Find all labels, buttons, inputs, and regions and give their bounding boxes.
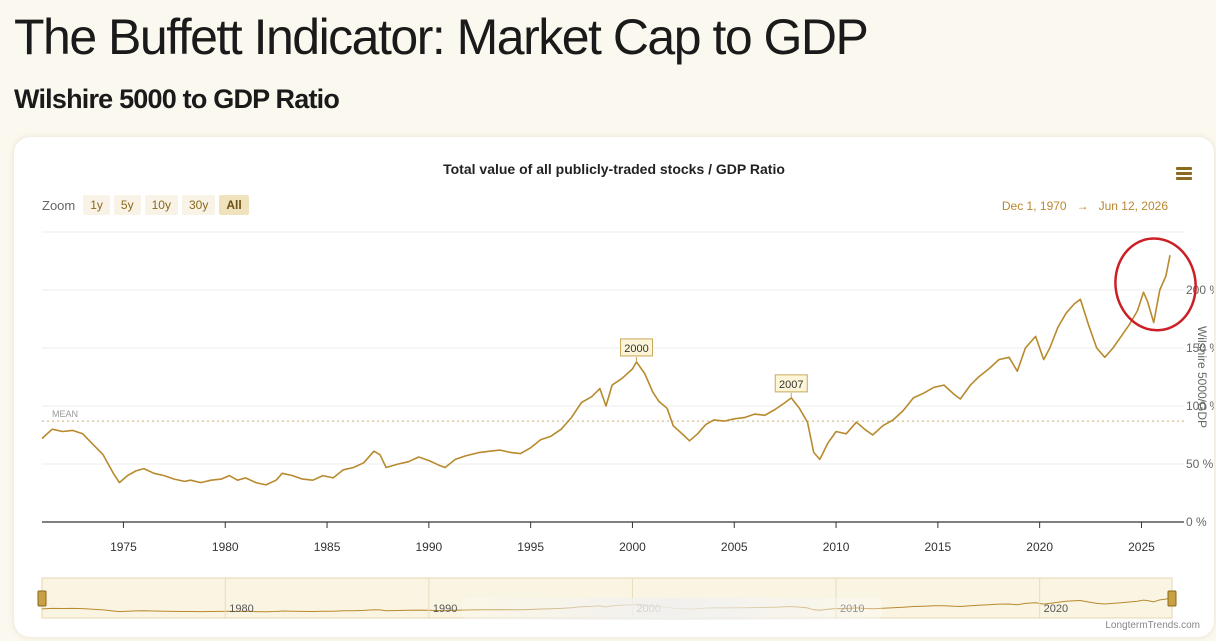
- zoom-all-button[interactable]: All: [219, 195, 249, 215]
- chart-svg: 0 % 50 % 100 % 150 % 200 % Wilshire 5000/GDP 1…: [37, 231, 1214, 619]
- x-tick-label: 2000: [619, 540, 646, 554]
- x-tick-label: 1990: [415, 540, 442, 554]
- x-tick-label: 2020: [1026, 540, 1053, 554]
- x-tick-label: 1985: [314, 540, 341, 554]
- x-tick-label: 2025: [1128, 540, 1155, 554]
- mean-label: MEAN: [52, 409, 78, 419]
- zoom-10y-button[interactable]: 10y: [144, 195, 178, 215]
- chart-title: Total value of all publicly-traded stock…: [443, 161, 785, 177]
- x-tick-label: 2010: [823, 540, 850, 554]
- x-tick-label: 1975: [110, 540, 137, 554]
- y-tick-label: 50 %: [1186, 457, 1214, 471]
- navigator-scrollbar[interactable]: [462, 598, 882, 620]
- credits-link[interactable]: LongtermTrends.com: [1105, 620, 1200, 631]
- y-tick-label: 150 %: [1186, 341, 1214, 355]
- annotation-label: 2007: [779, 379, 803, 391]
- series-line: [41, 255, 1171, 486]
- zoom-label: Zoom: [42, 197, 76, 213]
- navigator-tick-label: 2020: [1044, 603, 1068, 615]
- navigator-right-handle[interactable]: [1167, 590, 1177, 607]
- date-from[interactable]: Dec 1, 1970: [1001, 199, 1067, 213]
- hamburger-menu-icon[interactable]: [1176, 167, 1192, 180]
- annotation-box: [620, 338, 654, 357]
- date-to[interactable]: Jun 12, 2026: [1098, 199, 1168, 213]
- zoom-1y-button[interactable]: 1y: [83, 195, 110, 215]
- annotation-label: 2000: [624, 343, 648, 355]
- chart-card: Total value of all publicly-traded stock…: [14, 137, 1214, 637]
- highlight-circle: [1114, 237, 1197, 332]
- x-tick-label: 2015: [925, 540, 952, 554]
- page-title: The Buffett Indicator: Market Cap to GDP: [14, 9, 869, 65]
- date-range[interactable]: Dec 1, 1970 → Jun 12, 2026: [1002, 199, 1168, 213]
- zoom-bar: Zoom 1y 5y 10y 30y All: [42, 195, 253, 215]
- date-arrow: →: [1076, 199, 1089, 213]
- navigator-tick-label: 1980: [229, 603, 253, 615]
- x-tick-label: 1995: [517, 540, 544, 554]
- zoom-30y-button[interactable]: 30y: [181, 195, 216, 215]
- annotation-box: [774, 374, 808, 393]
- zoom-5y-button[interactable]: 5y: [113, 195, 141, 215]
- x-tick-label: 1980: [212, 540, 239, 554]
- page-subtitle: Wilshire 5000 to GDP Ratio: [14, 84, 340, 114]
- y-axis-title: Wilshire 5000/GDP: [1195, 326, 1209, 428]
- y-tick-label: 200 %: [1186, 283, 1214, 297]
- navigator-left-handle[interactable]: [37, 590, 47, 607]
- y-tick-label: 100 %: [1186, 399, 1214, 413]
- navigator-tick-label: 1990: [433, 603, 457, 615]
- x-tick-label: 2005: [721, 540, 748, 554]
- y-tick-label: 0 %: [1186, 515, 1207, 529]
